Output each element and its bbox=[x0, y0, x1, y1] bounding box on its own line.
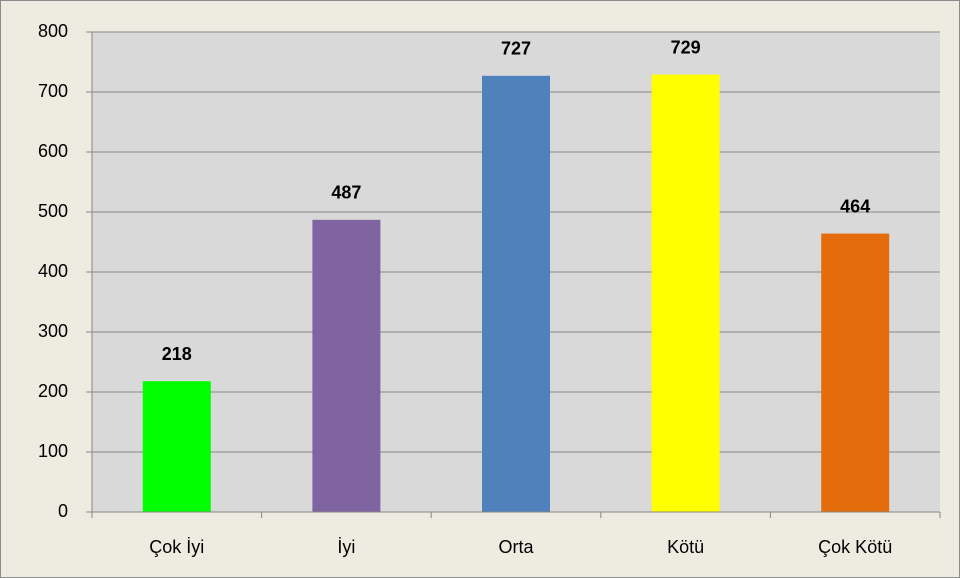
y-tick-label: 500 bbox=[38, 201, 68, 221]
value-label: 464 bbox=[840, 196, 870, 216]
bar bbox=[312, 219, 381, 513]
y-tick-label: 200 bbox=[38, 381, 68, 401]
y-tick-label: 800 bbox=[38, 21, 68, 41]
x-tick-label: Çok İyi bbox=[149, 537, 204, 557]
value-label: 727 bbox=[501, 39, 531, 59]
bar bbox=[482, 75, 550, 513]
bar bbox=[142, 381, 211, 512]
value-label: 487 bbox=[331, 183, 361, 203]
y-tick-label: 400 bbox=[38, 261, 68, 281]
x-tick-label: İyi bbox=[337, 537, 355, 557]
x-tick-label: Çok Kötü bbox=[818, 537, 892, 557]
x-tick-label: Orta bbox=[498, 537, 534, 557]
value-label: 218 bbox=[162, 344, 192, 364]
bar bbox=[651, 74, 720, 512]
y-tick-label: 300 bbox=[38, 321, 68, 341]
y-tick-label: 0 bbox=[58, 501, 68, 521]
bar bbox=[821, 233, 890, 512]
value-label: 729 bbox=[671, 37, 701, 57]
y-tick-label: 700 bbox=[38, 81, 68, 101]
x-tick-label: Kötü bbox=[667, 537, 704, 557]
y-tick-label: 600 bbox=[38, 141, 68, 161]
y-tick-label: 100 bbox=[38, 441, 68, 461]
